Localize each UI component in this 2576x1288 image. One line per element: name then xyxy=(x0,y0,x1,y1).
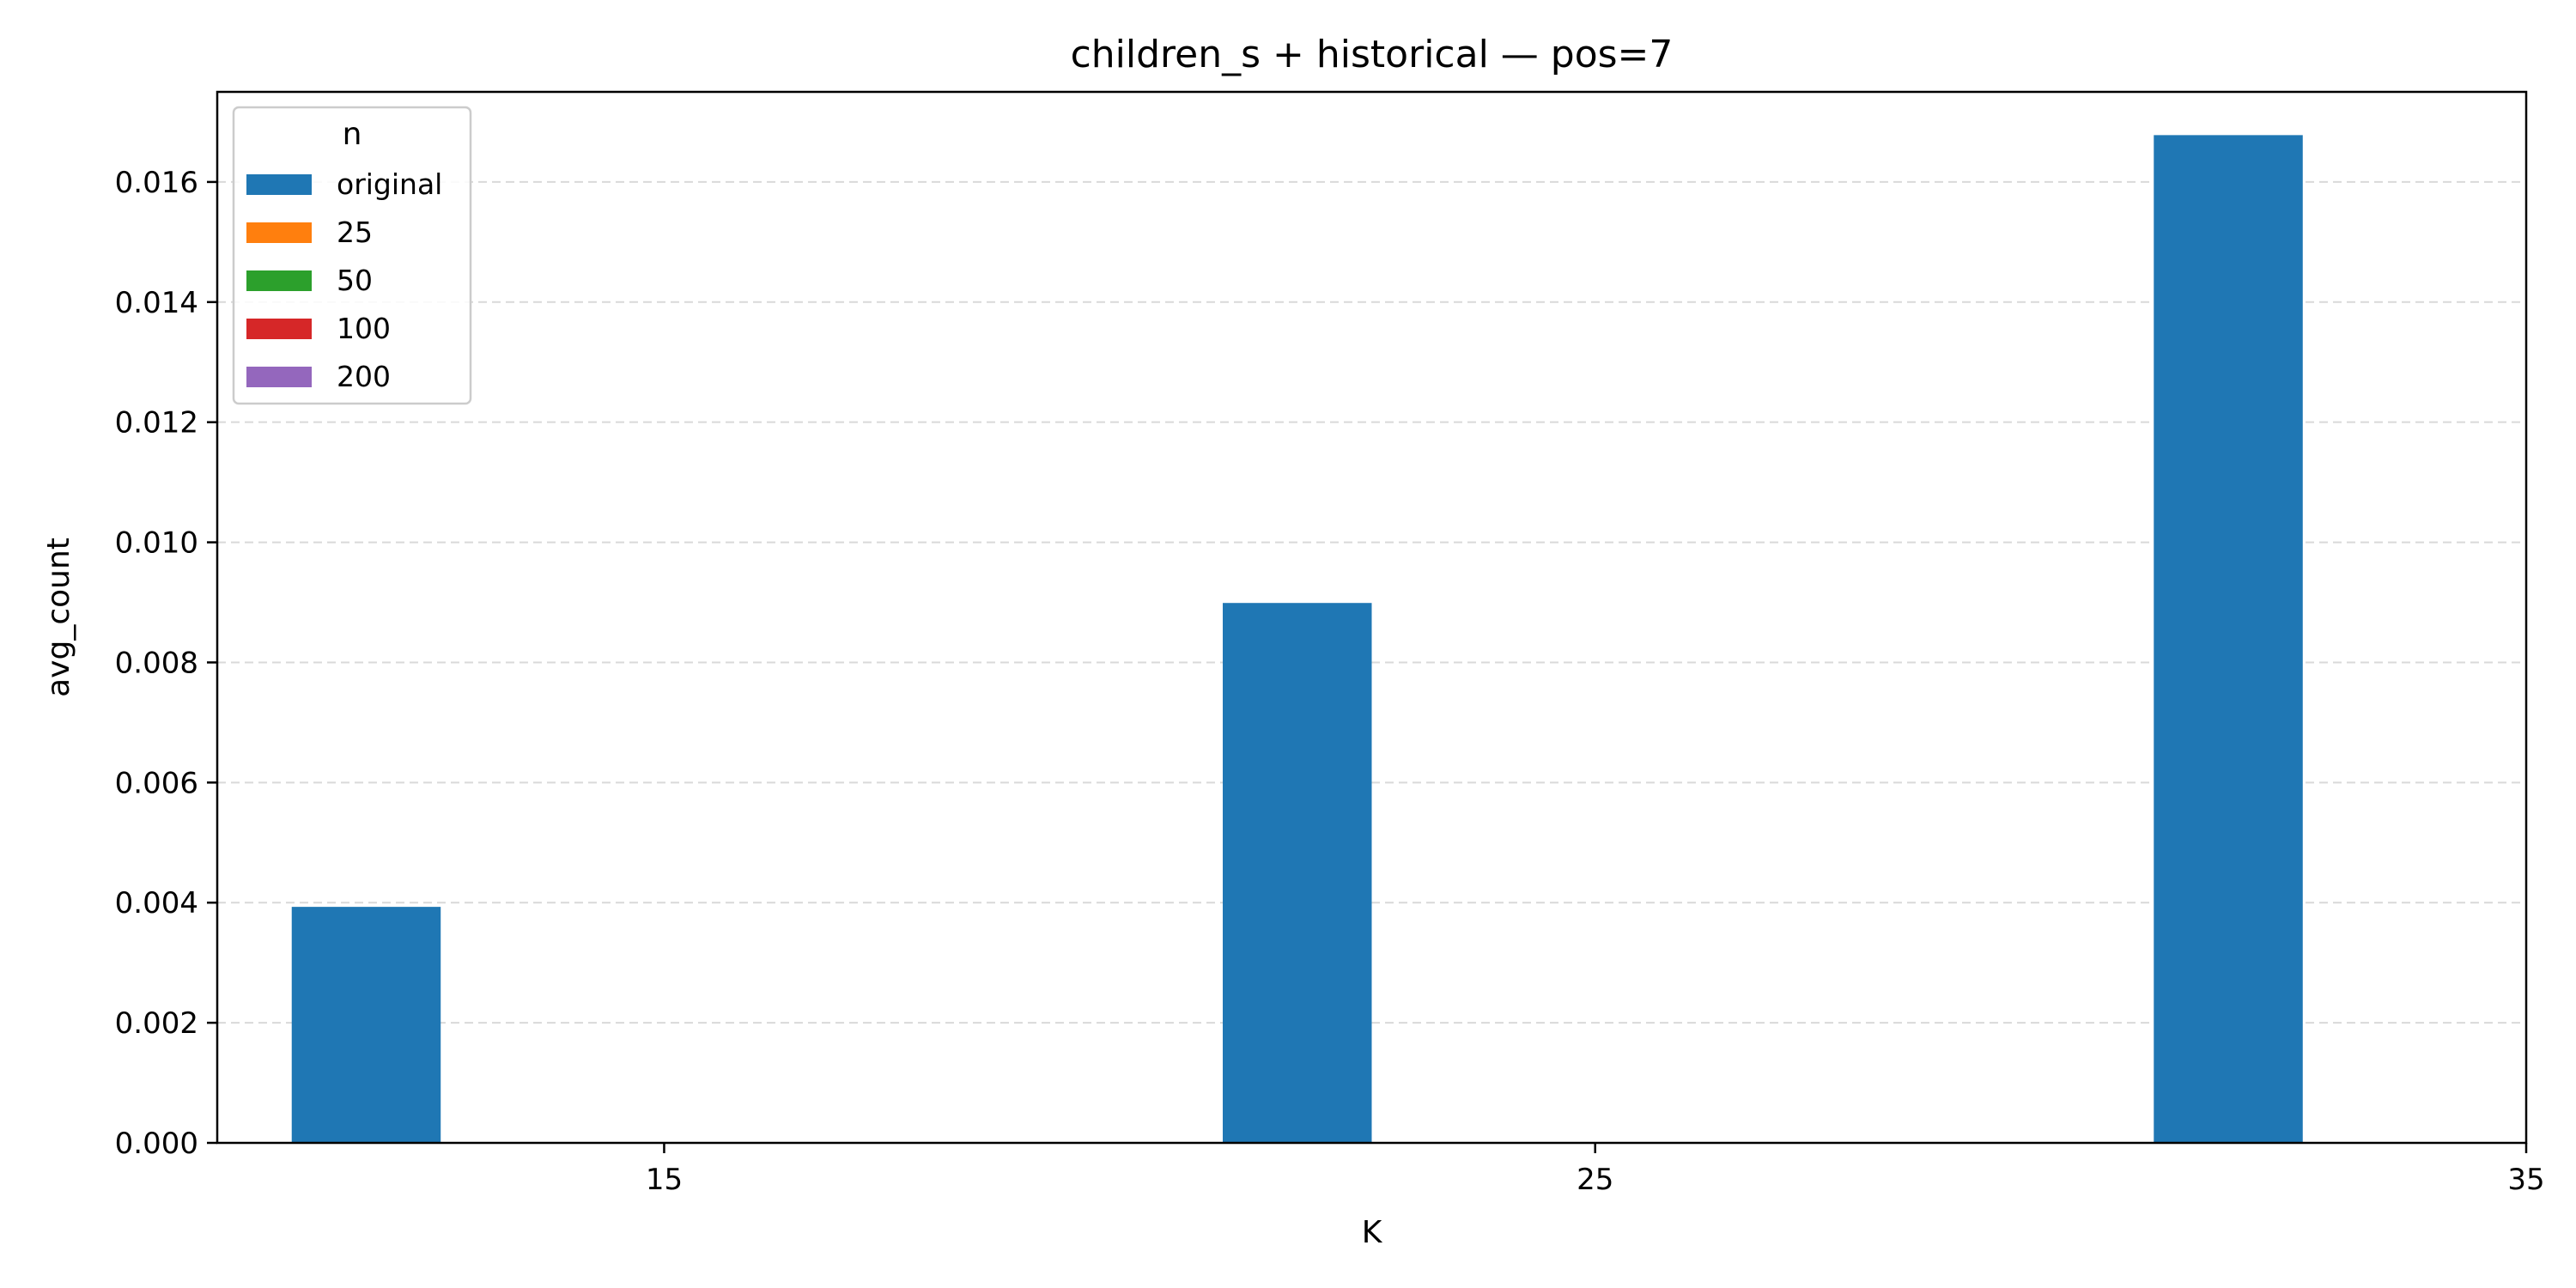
legend: n original 25 50 100 200 xyxy=(232,106,472,405)
bar-original-15 xyxy=(291,907,441,1143)
legend-swatch-25 xyxy=(246,222,312,243)
bar-original-25 xyxy=(1223,603,1372,1143)
legend-swatch-50 xyxy=(246,270,312,291)
x-tick-label: 15 xyxy=(646,1163,683,1197)
x-axis-label: K xyxy=(1362,1215,1383,1250)
legend-label-100: 100 xyxy=(337,312,391,345)
legend-label-25: 25 xyxy=(337,216,373,249)
y-tick-label: 0.016 xyxy=(115,166,198,200)
y-tick-label: 0.002 xyxy=(115,1006,198,1041)
legend-title: n xyxy=(343,117,362,152)
legend-swatch-100 xyxy=(246,319,312,339)
y-tick-label: 0.004 xyxy=(115,886,198,920)
x-tick-label: 35 xyxy=(2507,1163,2544,1197)
y-tick-label: 0.012 xyxy=(115,406,198,440)
legend-label-original: original xyxy=(337,167,442,201)
plot-frame xyxy=(216,90,2528,1145)
x-axis: 15 25 35 xyxy=(646,1143,2545,1197)
y-axis: 0.000 0.002 0.004 0.006 0.008 0.010 0.012 0.014… xyxy=(115,166,217,1161)
chart-title: children_s + historical — pos=7 xyxy=(1071,33,1674,76)
y-axis-label: avg_count xyxy=(41,538,76,697)
bar-original-35 xyxy=(2154,135,2303,1143)
legend-label-50: 50 xyxy=(337,264,373,297)
y-tick-label: 0.008 xyxy=(115,646,198,680)
x-tick-label: 25 xyxy=(1577,1163,1613,1197)
bars xyxy=(291,135,2303,1143)
y-tick-label: 0.010 xyxy=(115,526,198,561)
y-tick-label: 0.014 xyxy=(115,286,198,320)
legend-swatch-original xyxy=(246,174,312,195)
y-tick-label: 0.006 xyxy=(115,766,198,800)
legend-label-200: 200 xyxy=(337,360,391,393)
y-tick-label: 0.000 xyxy=(115,1127,198,1161)
legend-swatch-200 xyxy=(246,367,312,387)
